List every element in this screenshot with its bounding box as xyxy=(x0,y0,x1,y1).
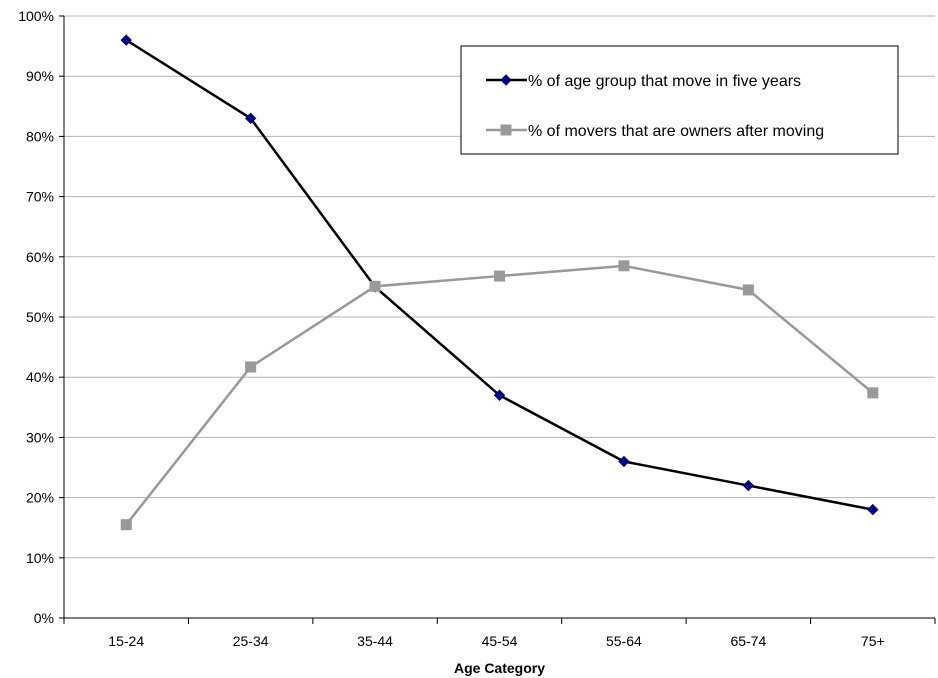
data-point-marker xyxy=(618,260,630,272)
data-point-marker xyxy=(742,284,754,296)
y-tick-label: 0% xyxy=(34,610,54,626)
y-axis-ticks: 0% 10% 20% 30% 40% 50% 60% 70% 80% 90% 100% xyxy=(18,8,64,626)
y-tick-label: 100% xyxy=(18,8,54,24)
y-tick-label: 80% xyxy=(26,128,54,144)
y-tick-label: 50% xyxy=(26,309,54,325)
data-point-marker xyxy=(500,124,512,136)
data-point-marker xyxy=(494,270,505,282)
legend-item: % of movers that are owners after moving xyxy=(486,123,824,140)
x-axis-ticks: 15-24 25-34 35-44 45-54 55-64 65-74 75+ xyxy=(63,618,936,649)
data-point-marker xyxy=(120,519,132,531)
data-point-marker xyxy=(244,112,257,125)
y-tick-label: 30% xyxy=(26,429,54,445)
x-tick-label: 45-54 xyxy=(482,633,518,649)
legend-box xyxy=(460,45,899,155)
x-tick-label: 35-44 xyxy=(357,633,393,649)
data-point-marker xyxy=(500,74,512,86)
x-tick-label: 65-74 xyxy=(730,633,766,649)
data-point-marker xyxy=(867,387,879,399)
x-tick-label: 75+ xyxy=(861,633,885,649)
legend: % of age group that move in five years % … xyxy=(460,45,899,155)
y-tick-label: 20% xyxy=(26,490,54,506)
data-point-marker xyxy=(742,479,755,492)
series-2 xyxy=(120,260,879,531)
data-point-marker xyxy=(618,455,630,468)
data-point-marker xyxy=(120,34,132,46)
data-point-marker xyxy=(369,280,381,292)
y-tick-label: 90% xyxy=(26,68,54,84)
data-point-marker xyxy=(493,389,506,401)
y-tick-label: 70% xyxy=(26,189,54,205)
series-layer xyxy=(120,34,879,531)
x-tick-label: 15-24 xyxy=(108,633,144,649)
y-tick-label: 60% xyxy=(26,249,54,265)
x-tick-label: 55-64 xyxy=(606,633,642,649)
x-axis-title: Age Category xyxy=(454,660,545,676)
data-point-marker xyxy=(867,503,879,516)
legend-item: % of age group that move in five years xyxy=(486,73,801,90)
y-tick-label: 10% xyxy=(26,550,54,566)
legend-label: % of movers that are owners after moving xyxy=(528,123,824,140)
data-point-marker xyxy=(245,361,257,373)
x-tick-label: 25-34 xyxy=(233,633,269,649)
legend-label: % of age group that move in five years xyxy=(528,73,801,90)
y-tick-label: 40% xyxy=(26,369,54,385)
